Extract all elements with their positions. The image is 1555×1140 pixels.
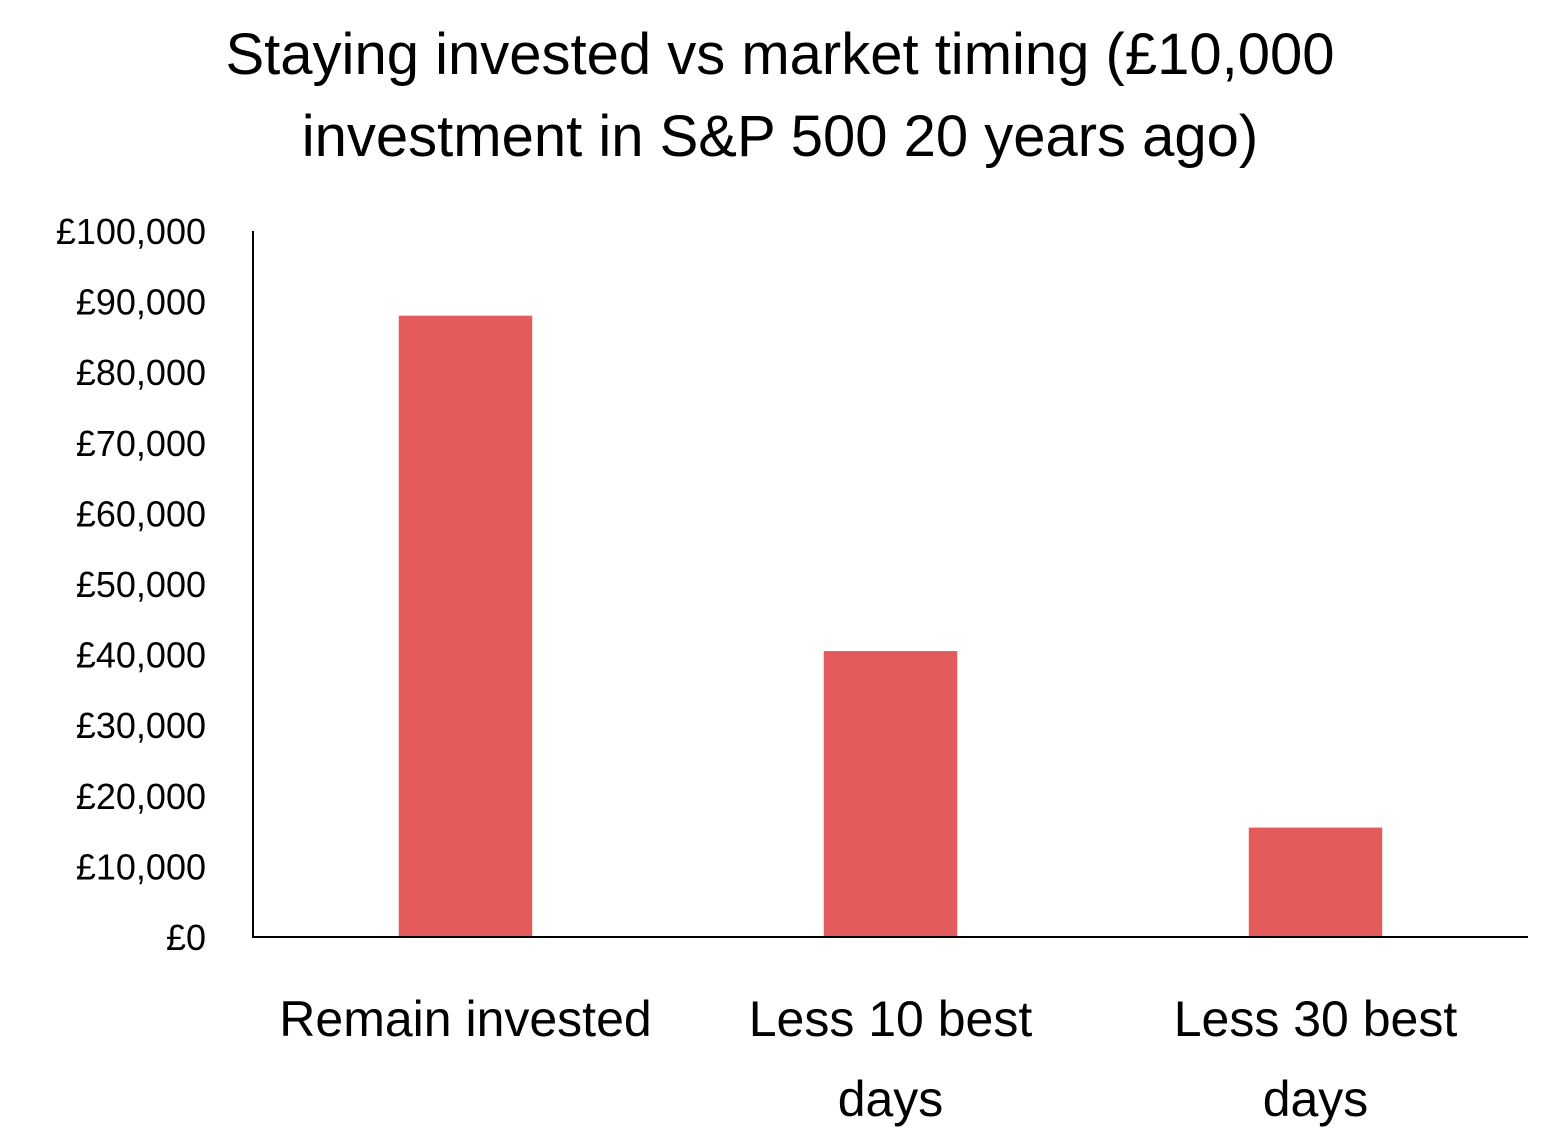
y-tick-label: £60,000: [76, 493, 206, 534]
x-tick-label: days: [1263, 1071, 1369, 1127]
y-tick-label: £80,000: [76, 352, 206, 393]
x-tick-label: days: [838, 1071, 944, 1127]
bar: [398, 315, 533, 938]
y-tick-label: £30,000: [76, 705, 206, 746]
chart-title: Staying invested vs market timing (£10,0…: [225, 22, 1335, 169]
y-tick-label: £0: [166, 917, 206, 958]
bar: [823, 651, 958, 937]
x-tick-label: Less 10 best: [749, 991, 1033, 1047]
bar: [1248, 827, 1383, 937]
y-tick-label: £90,000: [76, 282, 206, 323]
y-tick-label: £70,000: [76, 423, 206, 464]
y-tick-label: £50,000: [76, 564, 206, 605]
x-tick-label: Less 30 best: [1174, 991, 1458, 1047]
y-tick-label: £20,000: [76, 776, 206, 817]
y-tick-label: £100,000: [56, 211, 206, 252]
x-tick-label: Remain invested: [279, 991, 651, 1047]
y-tick-label: £40,000: [76, 635, 206, 676]
y-tick-label: £10,000: [76, 846, 206, 887]
